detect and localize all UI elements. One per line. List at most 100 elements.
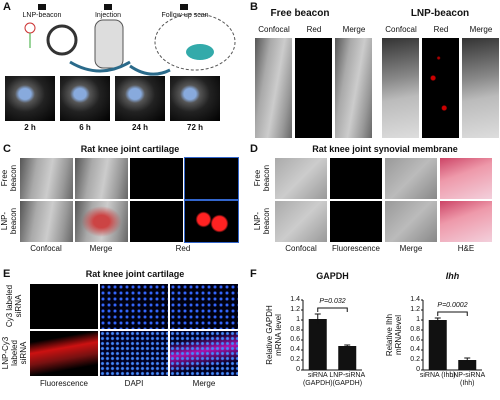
column-label: Fluorescence	[39, 379, 89, 388]
panel-title: Rat knee joint cartilage	[80, 144, 180, 154]
y-tick-label: 0.6	[410, 336, 420, 343]
micrograph	[462, 38, 499, 138]
panel-title: Rat knee joint cartilage	[85, 269, 185, 279]
micrograph	[100, 331, 168, 376]
panel-label: E	[3, 268, 11, 280]
step-label: Injection	[94, 12, 122, 19]
column-label: H&E	[457, 244, 475, 253]
column-label: Red	[306, 25, 322, 34]
mouse-image	[115, 76, 165, 121]
micrograph	[335, 38, 372, 138]
micrograph	[170, 331, 238, 376]
annotation: P=0.0002	[437, 302, 468, 309]
y-tick-label: 1	[416, 316, 420, 323]
schematic	[24, 4, 236, 76]
bar	[458, 360, 477, 370]
micrograph	[382, 38, 419, 138]
y-axis-label: Relative Ihh mRNAlevel	[385, 313, 403, 357]
panel-label: F	[250, 268, 257, 280]
significance-bracket	[317, 307, 348, 312]
step-label: LNP-beacon	[22, 12, 62, 19]
y-axis-label: Relative GAPDH mRNA level	[265, 305, 283, 365]
row-label: Free beacon	[0, 164, 18, 192]
micrograph	[30, 331, 98, 376]
group-label: Free beacon	[270, 8, 330, 19]
micrograph	[184, 200, 239, 243]
cell-icon	[186, 44, 214, 60]
time-label: 72 h	[186, 123, 204, 132]
micrograph	[130, 158, 183, 199]
row-label: Free beacon	[253, 164, 271, 192]
time-label: 24 h	[131, 123, 149, 132]
micrograph	[100, 284, 168, 329]
time-label: 2 h	[24, 123, 36, 132]
y-tick-label: 1	[296, 316, 300, 323]
y-tick-label: 1.2	[410, 306, 420, 313]
row-label: LNP-beacon	[253, 207, 271, 235]
micrograph	[330, 158, 382, 199]
micrograph	[75, 201, 128, 242]
panel-label: B	[250, 1, 258, 13]
micrograph	[30, 284, 98, 329]
micrograph	[385, 201, 437, 242]
y-tick-label: 1.2	[290, 306, 300, 313]
column-label: Merge	[469, 25, 493, 34]
y-tick-label: 0	[416, 366, 420, 373]
column-label: Merge	[399, 244, 423, 253]
column-label: Confocal	[30, 244, 62, 253]
mouse-image	[5, 76, 55, 121]
step-label: Follow-up scan	[161, 12, 209, 19]
column-label: Fluorescence	[331, 244, 381, 253]
micrograph	[75, 158, 128, 199]
annotation: P=0.032	[319, 298, 346, 305]
micrograph	[130, 201, 183, 242]
knee-icon	[94, 19, 124, 69]
y-tick-label: 0.4	[290, 346, 300, 353]
row-label: LNP-beacon	[0, 207, 18, 235]
y-tick-label: 0.8	[410, 326, 420, 333]
micrograph	[275, 201, 327, 242]
y-tick-label: 0.2	[290, 356, 300, 363]
micrograph	[170, 284, 238, 329]
y-tick-label: 1.4	[410, 296, 420, 303]
scan-zone	[154, 13, 236, 71]
group-label: LNP-beacon	[410, 8, 470, 19]
micrograph	[255, 38, 292, 138]
marker	[38, 4, 46, 10]
x-tick-label: LNP-siRNA (Ihh)	[449, 372, 486, 387]
column-label: Merge	[192, 379, 216, 388]
mouse-image	[60, 76, 110, 121]
micrograph	[184, 157, 239, 200]
y-tick-label: 0.8	[290, 326, 300, 333]
lnp-icon	[46, 24, 78, 56]
panel-label: C	[3, 143, 11, 155]
beacon-icon	[24, 22, 36, 34]
row-label: Cy3 labeled siRNA	[5, 284, 23, 328]
x-tick-label: LNP-siRNA (GAPDH)	[329, 372, 366, 387]
micrograph	[385, 158, 437, 199]
y-tick-label: 0	[296, 366, 300, 373]
arrow	[69, 60, 131, 73]
micrograph	[275, 158, 327, 199]
panel-label: D	[250, 143, 258, 155]
x-tick-label: siRNA (Ihh)	[419, 372, 456, 379]
micrograph	[440, 158, 492, 199]
column-label: Red	[433, 25, 449, 34]
marker	[180, 4, 188, 10]
column-label: Confocal	[285, 244, 317, 253]
micrograph	[422, 38, 459, 138]
time-label: 6 h	[79, 123, 91, 132]
micrograph	[295, 38, 332, 138]
bar	[428, 320, 447, 370]
micrograph	[20, 158, 73, 199]
significance-bracket	[437, 311, 468, 316]
bar	[338, 346, 357, 370]
column-label: Confocal	[258, 25, 290, 34]
panel-title: Rat knee joint synovial membrane	[312, 144, 458, 154]
row-label: LNP-Cy3 labeled siRNA	[0, 336, 28, 370]
y-tick-label: 0.4	[410, 346, 420, 353]
micrograph	[440, 201, 492, 242]
arrow	[129, 64, 171, 76]
